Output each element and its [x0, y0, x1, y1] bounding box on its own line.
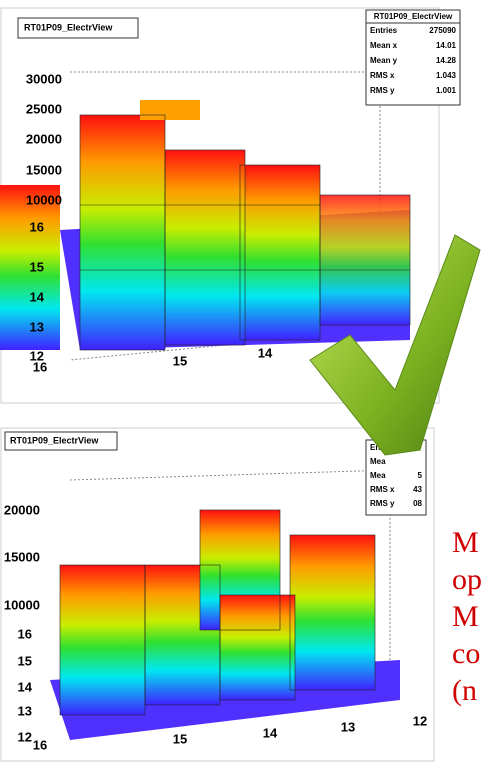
x-tick-label: 14 [258, 345, 273, 360]
stats-label: Entries [370, 26, 398, 35]
stats-value: 14.01 [436, 41, 457, 50]
side-text: (n [452, 674, 477, 707]
y-tick-label: 14 [30, 289, 45, 304]
y-tick-label: 16 [18, 626, 32, 641]
stats-value: 5 [418, 471, 423, 480]
x-tick-label: 15 [173, 731, 187, 746]
side-text: M [452, 600, 479, 633]
stats-label: Mean x [370, 41, 398, 50]
z-tick-label: 30000 [26, 71, 62, 86]
x-tick-label: 12 [413, 713, 427, 728]
stats-value: 1.001 [436, 86, 457, 95]
stats-label: RMS x [370, 71, 395, 80]
side-text: op [452, 563, 481, 596]
stats-value: 14.28 [436, 56, 457, 65]
z-tick-label: 20000 [4, 502, 40, 517]
top-panel: RT01P09_ElectrView RT01P09_ElectrView En… [0, 8, 460, 403]
z-tick-label: 10000 [26, 192, 62, 207]
page: {"top_panel": {"title": "RT01P09_ElectrV… [0, 0, 481, 765]
stats-title: RT01P09_ElectrView [374, 12, 453, 21]
side-text: M [452, 526, 479, 559]
bar-shape [290, 535, 375, 690]
stats-label: Mea [370, 471, 386, 480]
bar-top [140, 100, 200, 120]
bar-shape [320, 195, 410, 325]
bar-shape [240, 165, 320, 340]
y-tick-label: 15 [18, 653, 32, 668]
stats-label: RMS y [370, 86, 395, 95]
x-tick-label: 15 [173, 353, 187, 368]
stats-label: Mea [370, 457, 386, 466]
y-tick-label: 14 [18, 679, 33, 694]
stats-value: 1.043 [436, 71, 457, 80]
stats-value: 275090 [429, 26, 456, 35]
z-tick-label: 15000 [26, 162, 62, 177]
bar-shape [80, 115, 165, 350]
y-tick-label: 13 [18, 703, 32, 718]
x-tick-label: 13 [341, 719, 355, 734]
stats-value: 43 [413, 485, 422, 494]
z-tick-label: 15000 [4, 549, 40, 564]
screenshot: RT01P09_ElectrView RT01P09_ElectrView En… [0, 0, 481, 765]
stats-value: 08 [413, 499, 422, 508]
stats-label: Mean y [370, 56, 398, 65]
bar-shape [165, 150, 245, 345]
z-tick-label: 20000 [26, 131, 62, 146]
bar-shape [60, 565, 145, 715]
y-tick-label: 15 [30, 259, 44, 274]
y-tick-label: 13 [30, 319, 44, 334]
bar-shape [220, 595, 295, 700]
panel-title: RT01P09_ElectrView [10, 435, 99, 445]
stats-label: RMS x [370, 485, 395, 494]
stats-label: RMS y [370, 499, 395, 508]
x-tick-label: 16 [33, 737, 47, 752]
z-tick-label: 10000 [4, 597, 40, 612]
y-tick-label: 12 [18, 729, 32, 744]
y-tick-label: 16 [30, 219, 44, 234]
panel-title: RT01P09_ElectrView [24, 22, 113, 32]
side-text: co [452, 637, 480, 670]
x-tick-label: 16 [33, 359, 47, 374]
z-tick-label: 25000 [26, 101, 62, 116]
x-tick-label: 14 [263, 725, 278, 740]
